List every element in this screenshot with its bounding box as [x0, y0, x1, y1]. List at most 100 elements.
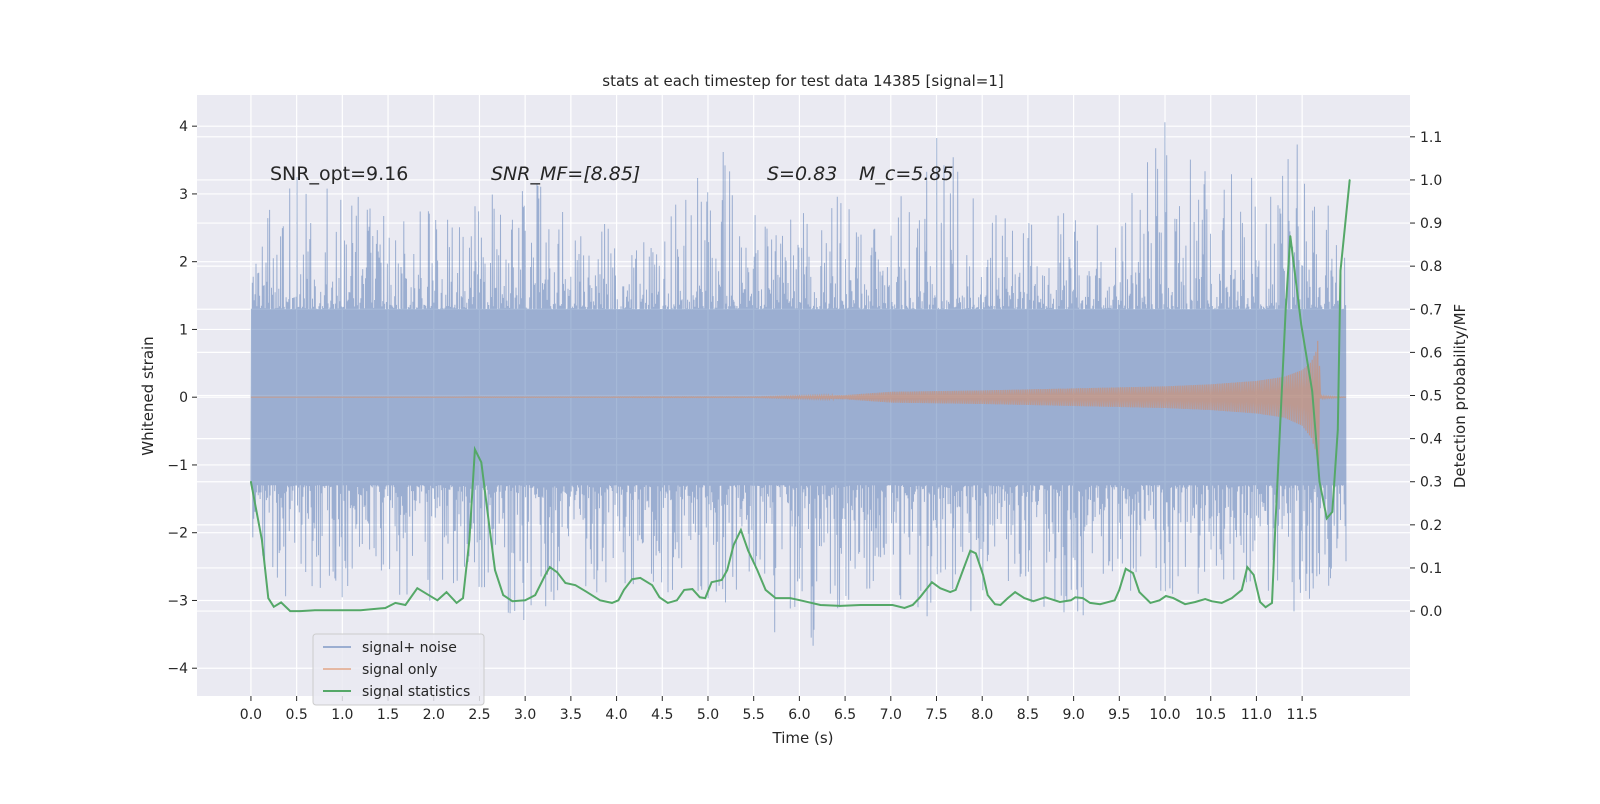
- signal-statistics-point: [272, 605, 275, 608]
- signal-statistics-point: [683, 589, 686, 591]
- y-tick-label: −1: [167, 458, 188, 474]
- chart-title: stats at each timestep for test data 143…: [602, 72, 1003, 90]
- y-tick-label: −2: [167, 526, 188, 542]
- signal-statistics-point: [1165, 595, 1167, 597]
- signal-statistics-point: [1284, 308, 1287, 311]
- signal-statistics-point: [611, 602, 613, 604]
- y2-tick-label: 1.1: [1420, 130, 1442, 146]
- signal-statistics-point: [289, 610, 292, 612]
- signal-statistics-point: [939, 587, 941, 590]
- signal-statistics-point: [774, 597, 777, 599]
- y-tick-label: 2: [179, 255, 188, 271]
- series-signal-only-line: [250, 340, 1347, 477]
- annotation-s: S=0.83: [767, 163, 837, 185]
- signal-statistics-point: [986, 594, 989, 596]
- signal-statistics-point: [1099, 603, 1101, 605]
- signal-statistics-point: [544, 574, 547, 576]
- signal-statistics-point: [949, 591, 952, 593]
- y-tick-label: 0: [179, 390, 188, 406]
- x-tick-label: 9.5: [1108, 707, 1130, 723]
- signal-statistics-point: [623, 589, 625, 591]
- x-tick-label: 8.5: [1017, 707, 1039, 723]
- signal-statistics-point: [1326, 517, 1328, 520]
- y2-tick-label: 0.2: [1420, 518, 1442, 534]
- signal-statistics-point: [1331, 511, 1334, 513]
- signal-statistics-point: [1220, 602, 1223, 604]
- signal-statistics-point: [1194, 601, 1196, 603]
- x-tick-label: 0.0: [240, 707, 262, 723]
- signal-statistics-point: [359, 609, 362, 612]
- x-tick-label: 5.0: [697, 707, 719, 723]
- x-tick-label: 0.5: [286, 707, 308, 723]
- signal-statistics-point: [416, 587, 419, 590]
- x-tick-label: 2.5: [468, 707, 490, 723]
- x-tick-label: 2.0: [423, 707, 445, 723]
- signal-statistics-point: [487, 519, 490, 522]
- annotation-snr-mf: SNR_MF=[8.85]: [491, 163, 640, 185]
- legend-label-signal-statistics: signal statistics: [362, 684, 470, 700]
- signal-statistics-point: [962, 569, 964, 571]
- x-tick-label: 6.5: [834, 707, 856, 723]
- signal-statistics-point: [436, 599, 439, 602]
- signal-statistics-point: [919, 596, 921, 599]
- signal-statistics-point: [1210, 600, 1213, 602]
- signal-statistics-point: [511, 600, 514, 602]
- signal-statistics-point: [267, 597, 270, 599]
- series-signal-noise-line: [250, 122, 1347, 646]
- signal-statistics-point: [384, 607, 387, 609]
- signal-statistics-point: [549, 566, 551, 568]
- y2-axis-label: Detection probability/MF: [1451, 304, 1469, 488]
- x-tick-label: 7.0: [880, 707, 902, 723]
- signal-statistics-point: [524, 599, 526, 602]
- signal-statistics-point: [756, 569, 759, 571]
- signal-statistics-point: [911, 604, 914, 606]
- signal-statistics-point: [1230, 597, 1233, 599]
- signal-statistics-point: [314, 609, 316, 612]
- signal-statistics-point: [1074, 596, 1077, 599]
- signal-statistics-point: [1318, 480, 1321, 483]
- signal-statistics-point: [691, 588, 694, 590]
- signal-statistics-point: [666, 602, 669, 604]
- signal-statistics-point: [732, 544, 735, 546]
- signal-statistics-point: [710, 581, 713, 583]
- legend: signal+ noise signal only signal statist…: [312, 633, 485, 706]
- signal-statistics-point: [1311, 390, 1313, 392]
- signal-statistics-point: [445, 591, 448, 593]
- signal-statistics-point: [1259, 601, 1261, 603]
- signal-statistics-point: [999, 604, 1002, 606]
- signal-statistics-point: [1339, 269, 1342, 272]
- signal-statistics-point: [1089, 602, 1091, 604]
- x-tick-label: 4.5: [651, 707, 673, 723]
- signal-statistics-point: [1070, 599, 1072, 602]
- y-axis-label: Whitened strain: [139, 336, 157, 455]
- signal-statistics-point: [1252, 574, 1255, 576]
- signal-statistics-point: [1158, 599, 1161, 602]
- x-tick-label: 4.0: [605, 707, 627, 723]
- y2-tick-label: 0.5: [1420, 389, 1442, 405]
- signal-statistics-point: [617, 599, 620, 602]
- signal-statistics-point: [564, 582, 567, 584]
- signal-statistics-point: [631, 578, 633, 580]
- signal-statistics-point: [819, 604, 822, 606]
- signal-statistics-point: [1006, 597, 1009, 599]
- y2-tick-label: 0.9: [1420, 216, 1442, 232]
- signal-statistics-point: [740, 529, 742, 531]
- x-tick-label: 5.5: [743, 707, 765, 723]
- signal-statistics-point: [1274, 519, 1277, 522]
- signal-statistics-point: [799, 599, 802, 602]
- signal-statistics-point: [994, 603, 996, 605]
- signal-statistics-point: [764, 589, 767, 591]
- signal-statistics-point: [859, 604, 862, 606]
- x-tick-label: 1.5: [377, 707, 399, 723]
- signal-statistics-point: [556, 571, 558, 574]
- y-tick-label: 4: [179, 119, 188, 135]
- signal-statistics-point: [394, 602, 397, 604]
- signal-statistics-point: [1336, 429, 1339, 431]
- signal-statistics-point: [1241, 589, 1243, 591]
- y2-tick-label: 0.8: [1420, 259, 1442, 275]
- signal-statistics-point: [338, 609, 341, 612]
- signal-statistics-point: [747, 549, 749, 552]
- signal-statistics-point: [982, 574, 984, 576]
- signal-statistics-point: [931, 581, 933, 583]
